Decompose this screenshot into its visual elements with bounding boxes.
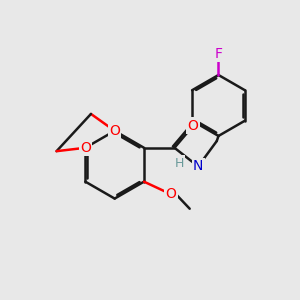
Text: F: F bbox=[214, 47, 223, 61]
Text: H: H bbox=[175, 157, 184, 169]
Text: O: O bbox=[188, 119, 199, 133]
Text: N: N bbox=[193, 159, 203, 173]
Text: O: O bbox=[109, 124, 120, 138]
Text: O: O bbox=[80, 141, 91, 155]
Text: O: O bbox=[165, 187, 176, 200]
